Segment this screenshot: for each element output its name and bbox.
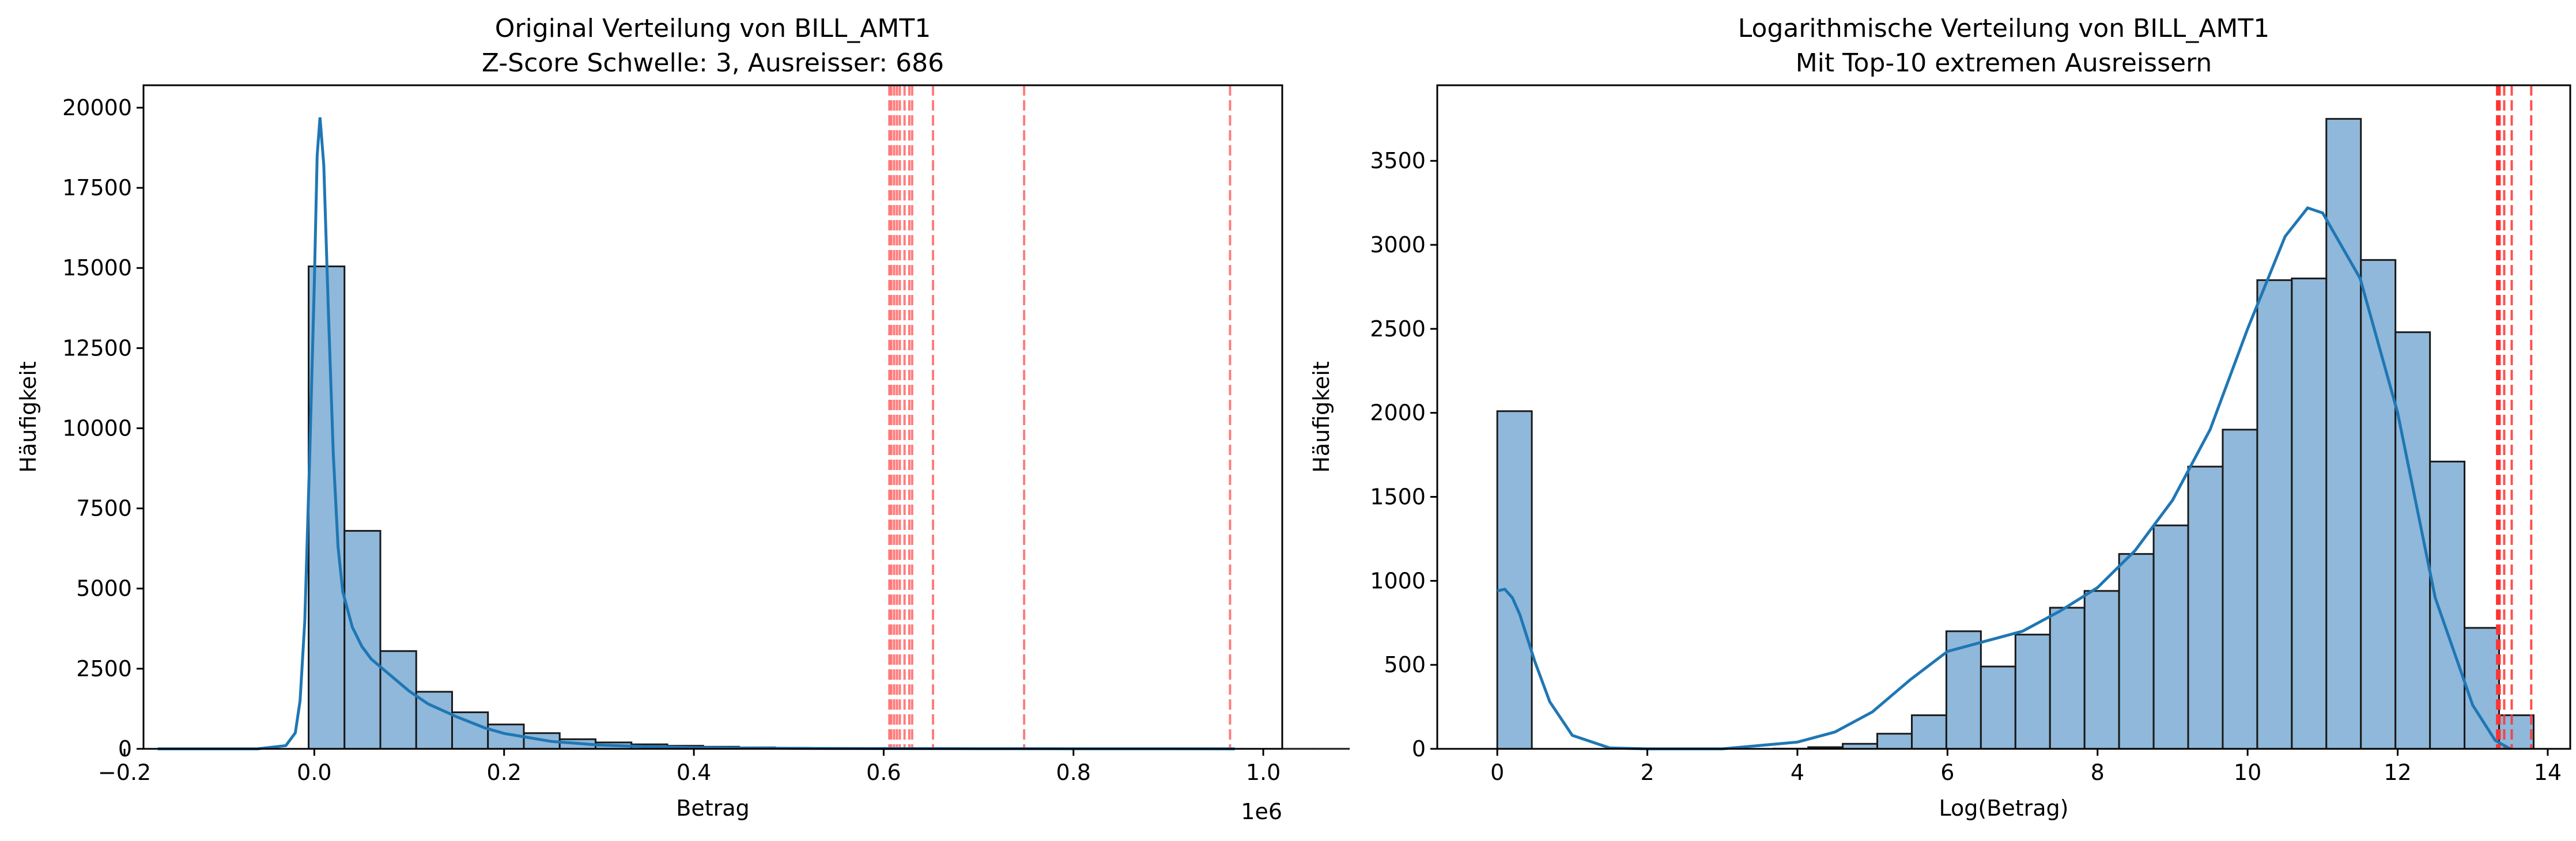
chart-2-x-tick-label: 2: [1640, 760, 1654, 785]
chart-2-y-tick-label: 3500: [1370, 148, 1426, 173]
chart-1-y-tick-label: 0: [118, 736, 132, 762]
chart-1-plot-frame: [142, 84, 1283, 750]
chart-1-x-label: Betrag: [676, 795, 749, 821]
chart-2-y-tick-label: 1000: [1370, 568, 1426, 593]
chart-2-y-tick-label: 2500: [1370, 316, 1426, 342]
chart-2-histogram-bar: [2118, 553, 2155, 750]
chart-2-y-tick-label: 3000: [1370, 232, 1426, 257]
chart-2-x-tick-label: 12: [2384, 760, 2411, 785]
chart-2-plot-frame: [1436, 84, 2571, 750]
chart-1-y-tick-label: 5000: [76, 576, 132, 601]
chart-1-y-axis: 0 2500 5000 7500 10000 12500 15000 17500 20000: [62, 95, 143, 762]
chart-2-histogram-bar: [2152, 524, 2189, 750]
chart-2-histogram-bar: [2083, 590, 2120, 750]
chart-2-x-tick-label: 6: [1940, 760, 1954, 785]
chart-2-histogram-bar: [2429, 460, 2466, 750]
chart-2-histogram-bar: [1876, 733, 1913, 750]
chart-1-x-tick-label: −0.2: [98, 760, 151, 785]
chart-2-x-tick-label: 8: [2091, 760, 2105, 785]
chart-2-histogram-bar: [2014, 634, 2051, 750]
chart-1-x-tick-label: 1.0: [1246, 760, 1281, 785]
chart-2-x-tick-label: 10: [2234, 760, 2261, 785]
chart-2-histogram-bar: [2360, 259, 2397, 750]
chart-1-histogram-bar: [379, 650, 417, 750]
chart-2-x-label: Log(Betrag): [1939, 795, 2069, 821]
chart-1-histogram-bar: [343, 530, 382, 750]
chart-1-x-tick-label: 0.2: [487, 760, 522, 785]
chart-2-histogram-bar: [2464, 627, 2501, 750]
chart-1-x-tick-label: 0.0: [297, 760, 331, 785]
chart-2-x-axis: 0 2 4 6 8 10 12 14: [1490, 749, 2562, 785]
chart-2-histogram-bar: [2049, 607, 2086, 750]
chart-1-y-tick-label: 12500: [62, 335, 132, 361]
chart-2-y-tick-label: 2000: [1370, 400, 1426, 426]
chart-1-y-tick-label: 7500: [76, 496, 132, 521]
chart-2-histogram-bar: [2187, 465, 2224, 750]
chart-2-y-label: Häufigkeit: [1309, 361, 1334, 473]
chart-2-x-tick-label: 14: [2534, 760, 2562, 785]
chart-1-y-tick-label: 2500: [76, 656, 132, 681]
chart-2-histogram-bar: [1496, 410, 1533, 750]
chart-2-histogram-bar: [1910, 714, 1947, 750]
chart-2-y-tick-label: 500: [1384, 652, 1426, 677]
chart-1-title: Original Verteilung von BILL_AMT1: [495, 14, 931, 43]
chart-1-y-label: Häufigkeit: [16, 361, 41, 473]
chart-1-bars: [308, 265, 1350, 750]
chart-1-x-offset: 1e6: [1241, 799, 1282, 824]
chart-2-y-tick-label: 0: [1412, 736, 1426, 762]
chart-1-subtitle: Z-Score Schwelle: 3, Ausreisser: 686: [482, 48, 944, 78]
chart-2-histogram-bar: [2256, 279, 2293, 750]
chart-2-histogram-bar: [2291, 277, 2328, 750]
chart-2-x-tick-label: 0: [1490, 760, 1504, 785]
chart-2-histogram-bar: [2325, 118, 2362, 750]
chart-1-x-tick-label: 0.4: [677, 760, 711, 785]
chart-1-y-tick-label: 15000: [62, 255, 132, 281]
chart-2-histogram-bar: [1980, 665, 2016, 750]
chart-2-outlier-lines: [2496, 85, 2533, 749]
chart-1-y-tick-label: 10000: [62, 415, 132, 441]
chart-1-kde-line: [157, 117, 1235, 751]
chart-original-distribution: Original Verteilung von BILL_AMT1 Z-Scor…: [16, 14, 1350, 824]
chart-1-y-tick-label: 20000: [62, 95, 132, 120]
chart-log-distribution: Logarithmische Verteilung von BILL_AMT1 …: [1309, 14, 2571, 821]
chart-1-outlier-lines: [888, 85, 1232, 749]
chart-2-x-tick-label: 4: [1791, 760, 1804, 785]
chart-1-x-tick-label: 0.6: [866, 760, 901, 785]
chart-2-subtitle: Mit Top-10 extremen Ausreissern: [1796, 48, 2212, 78]
chart-2-kde-line: [1497, 206, 2511, 751]
chart-2-histogram-bar: [2222, 429, 2258, 750]
chart-1-y-tick-label: 17500: [62, 175, 132, 200]
chart-1-x-axis: −0.2 0.0 0.2 0.4 0.6 0.8 1.0: [98, 749, 1281, 785]
chart-2-y-axis: 0 500 1000 1500 2000 2500 3000 3500: [1370, 148, 1437, 762]
chart-2-title: Logarithmische Verteilung von BILL_AMT1: [1738, 14, 2269, 43]
chart-1-x-tick-label: 0.8: [1056, 760, 1091, 785]
chart-2-y-tick-label: 1500: [1370, 484, 1426, 510]
